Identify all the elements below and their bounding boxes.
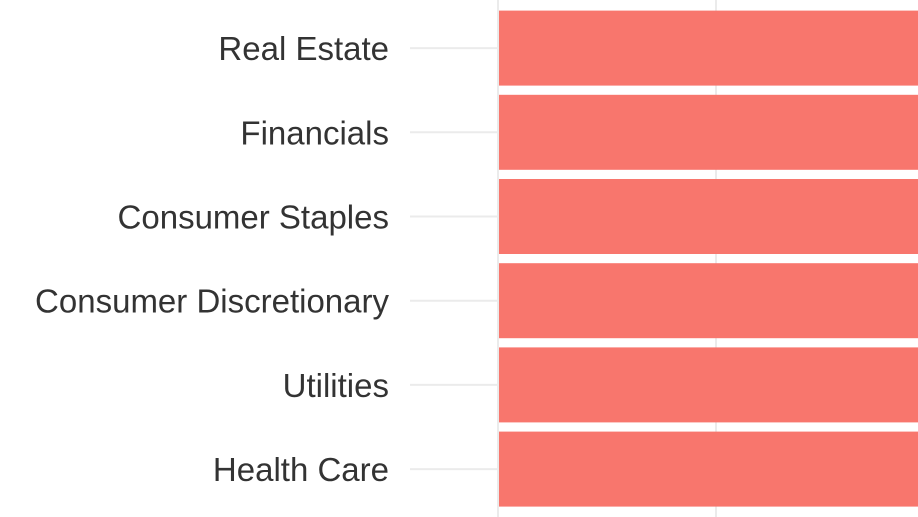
- bar-utilities: [499, 347, 918, 423]
- y-tick-label: Health Care: [213, 451, 389, 488]
- bar-consumer-staples: [499, 179, 918, 254]
- y-tick-label: Utilities: [283, 367, 389, 404]
- y-tick-labels: Real Estate Financials Consumer Staples Con…: [35, 30, 389, 488]
- y-tick-label: Consumer Discretionary: [35, 283, 389, 320]
- y-tick-label: Financials: [240, 114, 389, 151]
- bar-health-care: [499, 431, 918, 507]
- bar-real-estate: [499, 10, 918, 86]
- y-tick-label: Consumer Staples: [118, 199, 389, 236]
- bars: [499, 10, 918, 507]
- bar-consumer-discretionary: [499, 263, 918, 339]
- bar-financials: [499, 94, 918, 170]
- grid-lines: [410, 0, 717, 517]
- y-tick-label: Real Estate: [218, 30, 389, 67]
